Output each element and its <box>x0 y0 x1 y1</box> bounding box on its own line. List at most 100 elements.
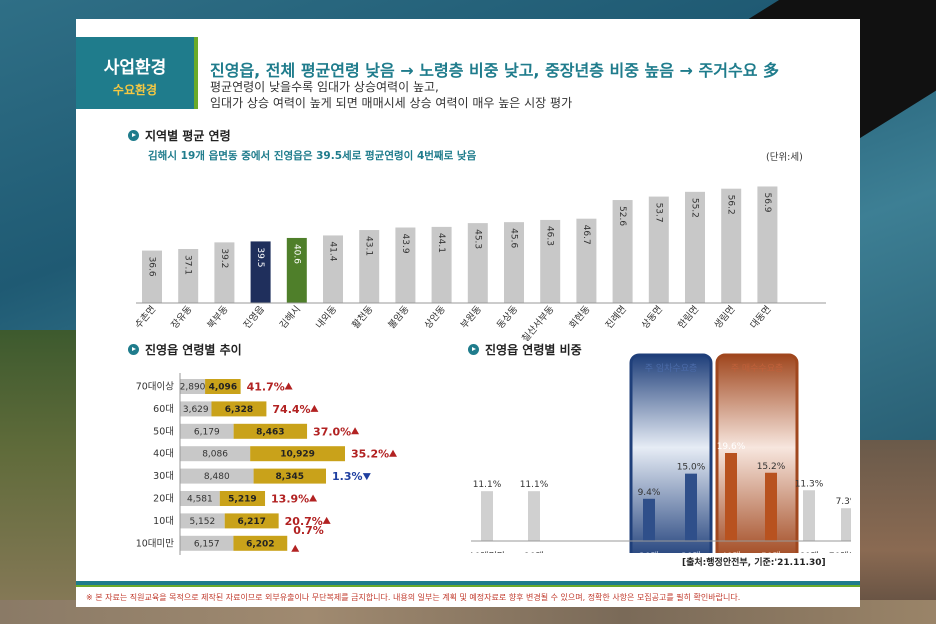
average-age-chart: 36.6 주촌면 37.1 장유동 39.2 북부동 39.5 진영읍 40.6 김해시 41.4 내… <box>136 186 826 341</box>
bar-2015-label: 3,629 <box>183 405 209 415</box>
y-tick-label: 60대 <box>153 404 174 415</box>
change-label: 35.2% <box>351 448 389 461</box>
bar-value-label: 53.7 <box>653 203 663 223</box>
section-accent-bar <box>194 37 198 109</box>
x-tick-label: 회현동 <box>567 304 592 331</box>
section-sub-label: 수요환경 <box>112 83 158 97</box>
bar-주촌면 <box>142 250 162 303</box>
slide: 사업환경 수요환경 진영읍, 전체 평균연령 낮음 → 노령층 비중 낮고, 중… <box>76 19 860 607</box>
y-tick-label: 20대 <box>153 494 174 505</box>
change-label: 1.3% <box>332 470 363 483</box>
arrow-up-icon <box>310 404 319 412</box>
x-tick-label: 한림면 <box>675 303 701 331</box>
arrow-up-icon <box>389 449 397 457</box>
change-label: 0.7% <box>293 524 324 537</box>
x-tick-label: 10대 <box>524 551 544 553</box>
bar-2021 <box>250 446 345 462</box>
bar-장유동 <box>178 249 199 303</box>
bar-value-label: 43.1 <box>364 236 374 256</box>
x-tick-label: 장유동 <box>169 304 194 331</box>
x-tick-label: 70대이상 <box>829 551 851 553</box>
arrow-up-icon <box>309 494 318 502</box>
bar-50대 <box>765 472 777 541</box>
x-tick-label: 40대 <box>721 551 741 553</box>
bar-동상동 <box>504 222 524 303</box>
arrow-up-icon <box>291 544 300 552</box>
page-headline: 진영읍, 전체 평균연령 낮음 → 노령층 비중 낮고, 중장년층 비중 높음 … <box>210 61 779 80</box>
bar-value-label: 44.1 <box>436 233 446 253</box>
bar-value-label: 46.3 <box>545 226 555 246</box>
x-tick-label: 진례면 <box>604 304 629 331</box>
bar-60대 <box>803 490 815 541</box>
change-label: 20.7% <box>285 515 323 528</box>
bar-70대이상 <box>841 508 851 541</box>
bar-2015-label: 6,157 <box>194 539 220 549</box>
bar-2021 <box>253 468 326 484</box>
bar-10대미만 <box>481 491 493 541</box>
x-tick-label: 30대 <box>681 551 701 553</box>
background-rocks-left <box>0 330 90 624</box>
bar-value-label: 39.2 <box>219 248 229 268</box>
change-label: 13.9% <box>271 493 309 506</box>
bullet-play-icon <box>128 130 139 141</box>
bar-2015 <box>180 401 212 417</box>
x-tick-label: 상동면 <box>640 304 665 331</box>
bar-진례면 <box>612 200 633 303</box>
footer-line-accent <box>76 585 860 587</box>
y-tick-label: 50대 <box>153 426 174 437</box>
bar-2021-label: 6,328 <box>225 405 253 415</box>
x-tick-label: 내외동 <box>313 303 339 331</box>
bar-value-label: 45.3 <box>472 229 482 249</box>
bar-2015-label: 8,086 <box>202 450 228 460</box>
y-tick-label: 30대 <box>153 471 174 482</box>
bar-2015 <box>180 468 254 484</box>
bar-내외동 <box>323 235 343 303</box>
bar-value-label: 45.6 <box>509 228 519 248</box>
bar-2015 <box>180 513 225 529</box>
x-tick-label: 불암동 <box>386 303 412 331</box>
y-tick-label: 40대 <box>153 449 174 460</box>
bar-value-label: 7.3% <box>836 497 851 507</box>
bar-value-label: 40.6 <box>291 244 301 264</box>
chart3-title-text: 진영읍 연령별 비중 <box>485 343 582 357</box>
bar-value-label: 11.1% <box>520 480 549 490</box>
arrow-down-icon <box>362 473 371 481</box>
y-tick-label: 10대 <box>153 516 174 527</box>
bar-value-label: 37.1 <box>183 255 193 275</box>
bar-2021-label: 10,929 <box>280 450 315 460</box>
change-label: 37.0% <box>313 425 351 438</box>
bar-회현동 <box>576 218 597 303</box>
bar-value-label: 19.6% <box>717 442 746 452</box>
description-line-2: 임대가 상승 여력이 높게 되면 매매시세 상승 여력이 매우 높은 시장 평가 <box>210 96 573 110</box>
age-share-chart: 주 임차수요층 주 매수수요층 11.1% 10대미만 11.1% 10대 9.4% 20대 1… <box>471 353 851 553</box>
bar-value-label: 43.9 <box>400 234 410 254</box>
bar-상안동 <box>431 226 452 303</box>
bar-2015-label: 8,480 <box>204 472 230 482</box>
bullet-play-icon <box>468 344 479 355</box>
chart2-title-text: 진영읍 연령별 추이 <box>145 343 242 357</box>
bar-한림면 <box>685 191 705 303</box>
x-tick-label: 10대미만 <box>471 551 505 553</box>
bar-value-label: 15.0% <box>677 463 706 473</box>
change-label: 41.7% <box>247 381 285 394</box>
bar-value-label: 52.6 <box>617 206 627 226</box>
x-tick-label: 생림면 <box>711 303 737 331</box>
bar-활천동 <box>359 230 380 303</box>
bar-상동면 <box>648 196 669 303</box>
bar-value-label: 55.2 <box>690 198 700 218</box>
bar-2015-label: 5,152 <box>189 517 215 527</box>
bar-value-label: 11.3% <box>795 479 824 489</box>
bar-value-label: 36.6 <box>147 257 157 277</box>
x-tick-label: 상안동 <box>423 304 448 331</box>
section-main-label: 사업환경 <box>103 58 167 78</box>
chart1-unit: (단위:세) <box>766 152 803 163</box>
x-tick-label: 대동면 <box>748 304 773 331</box>
bar-value-label: 15.2% <box>757 462 786 472</box>
bar-value-label: 41.4 <box>328 241 338 261</box>
disclaimer: ※ 본 자료는 직원교육을 목적으로 제작된 자료이므로 외부유출이나 무단복제… <box>86 593 741 602</box>
x-tick-label: 20대 <box>639 551 659 553</box>
x-tick-label: 진영읍 <box>242 304 267 331</box>
x-tick-label: 60대 <box>799 551 819 553</box>
background-rocks-right <box>856 440 936 624</box>
chart2-title: 진영읍 연령별 추이 <box>128 341 242 358</box>
